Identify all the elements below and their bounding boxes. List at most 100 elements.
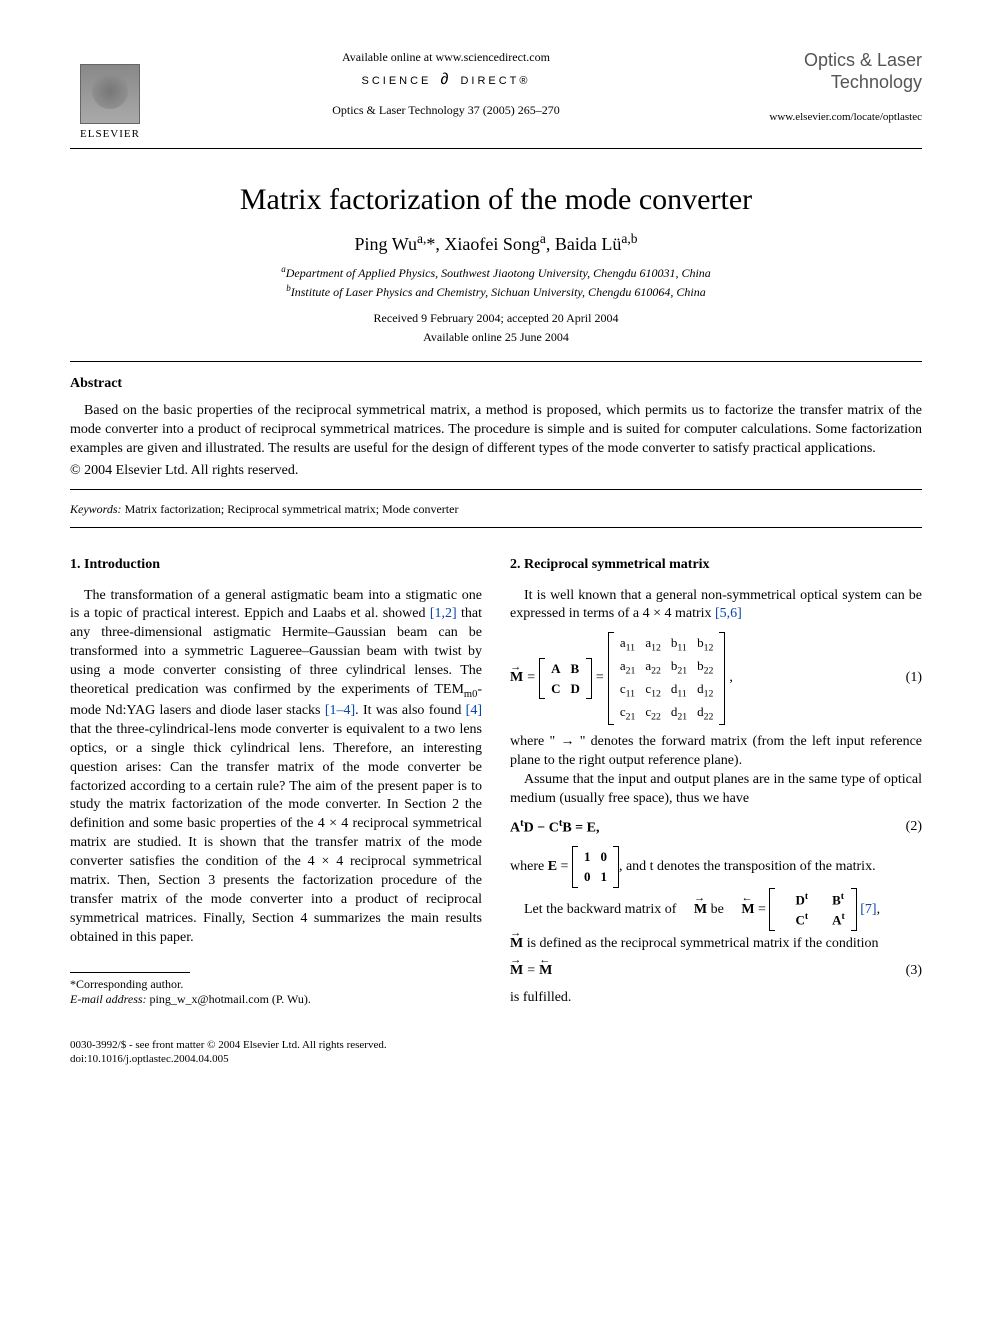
section-2-heading: 2. Reciprocal symmetrical matrix — [510, 556, 922, 575]
eq1-equals-2: = — [596, 669, 604, 688]
matrix-cell: b22 — [697, 657, 713, 678]
right-column: 2. Reciprocal symmetrical matrix It is w… — [510, 556, 922, 1008]
s2-p4a: where — [510, 859, 548, 874]
abstract-text: Based on the basic properties of the rec… — [70, 402, 922, 459]
body-columns: 1. Introduction The transformation of a … — [70, 556, 922, 1008]
publisher-name: ELSEVIER — [80, 128, 140, 140]
s2-p2: where " → " denotes the forward matrix (… — [510, 733, 922, 771]
eq3-M-forward: M — [510, 962, 523, 981]
email-label: E-mail address: — [70, 992, 147, 1006]
section-1-heading: 1. Introduction — [70, 556, 482, 575]
matrix-cell: C — [551, 680, 560, 698]
citation-text: Optics & Laser Technology 37 (2005) 265–… — [170, 103, 722, 118]
eq3-M-backward: M — [539, 962, 552, 981]
M-forward-2: M — [510, 935, 523, 954]
footnote-separator — [70, 972, 190, 973]
eq2b-E: E — [548, 859, 557, 874]
eq2-body: AtD − CtB = E, — [510, 817, 599, 839]
eq1-M-forward: M — [510, 669, 523, 688]
left-column: 1. Introduction The transformation of a … — [70, 556, 482, 1008]
equation-3: M = M (3) — [510, 962, 922, 981]
matrix-cell: Dt — [781, 890, 808, 909]
M-forward-1: M — [680, 901, 707, 920]
article-dates: Received 9 February 2004; accepted 20 Ap… — [70, 309, 922, 347]
sd-left: SCIENCE — [362, 75, 432, 87]
ref-link-7[interactable]: [7] — [860, 902, 876, 917]
intro-text-a: The transformation of a general astigmat… — [70, 588, 482, 622]
intro-text-d: . It was also found — [355, 703, 466, 718]
matrix-cell: a11 — [620, 634, 636, 655]
intro-text-e: that the three-cylindrical-lens mode con… — [70, 722, 482, 945]
eq3-equals: = — [527, 962, 535, 981]
footer-line-1: 0030-3992/$ - see front matter © 2004 El… — [70, 1038, 922, 1052]
received-date: Received 9 February 2004; accepted 20 Ap… — [70, 309, 922, 328]
ref-link-1-2[interactable]: [1,2] — [430, 606, 457, 621]
keywords-label: Keywords: — [70, 502, 122, 516]
eq1-4x4-matrix: a11a12b11b12a21a22b21b22c11c12d11d12c21c… — [608, 632, 726, 725]
s2-p6a: is defined as the reciprocal symmetrical… — [523, 936, 878, 951]
s2-p4: where E = 1001 , and t denotes the trans… — [510, 846, 922, 887]
page-footer: 0030-3992/$ - see front matter © 2004 El… — [70, 1038, 922, 1067]
matrix-cell: a21 — [620, 657, 636, 678]
matrix-cell: d12 — [697, 680, 713, 701]
matrix-cell: a12 — [645, 634, 661, 655]
eq3-number: (3) — [898, 962, 922, 981]
sd-emblem-icon: ∂ — [440, 71, 451, 89]
s2-p1: It is well known that a general non-symm… — [510, 587, 922, 625]
ref-link-1-4[interactable]: [1–4] — [325, 703, 355, 718]
intro-paragraph: The transformation of a general astigmat… — [70, 587, 482, 948]
article-title: Matrix factorization of the mode convert… — [70, 183, 922, 217]
matrix-cell: c22 — [645, 703, 661, 724]
eq1-number: (1) — [898, 669, 922, 688]
journal-box: Optics & Laser Technology www.elsevier.c… — [742, 50, 922, 123]
matrix-cell: Bt — [818, 890, 845, 909]
eq2-number: (2) — [898, 818, 922, 837]
s2-p4b: , and t denotes the transposition of the… — [619, 859, 876, 874]
publisher-logo: ELSEVIER — [70, 50, 150, 140]
s2-p3: Assume that the input and output planes … — [510, 771, 922, 809]
matrix-cell: Ct — [781, 910, 808, 929]
matrix-cell: c12 — [645, 680, 661, 701]
available-date: Available online 25 June 2004 — [70, 328, 922, 347]
matrix-cell: A — [551, 660, 560, 678]
backward-matrix: Dt Bt Ct At — [769, 888, 856, 932]
eq3-body: M = M — [510, 962, 552, 981]
eq2-text: AtD − CtB = E, — [510, 817, 599, 839]
s2-p7: is fulfilled. — [510, 989, 922, 1008]
abstract-section: Abstract Based on the basic properties o… — [70, 361, 922, 490]
journal-title: Optics & Laser Technology — [742, 50, 922, 93]
matrix-cell: b12 — [697, 634, 713, 655]
authors: Ping Wua,*, Xiaofei Songa, Baida Lüa,b — [70, 231, 922, 255]
matrix-cell: c21 — [620, 703, 636, 724]
science-direct-logo: SCIENCE ∂ DIRECT® — [170, 71, 722, 89]
matrix-cell: b21 — [671, 657, 687, 678]
header-rule — [70, 148, 922, 149]
matrix-cell: At — [818, 910, 845, 929]
corresponding-author-note: *Corresponding author. — [70, 977, 482, 993]
available-online-text: Available online at www.sciencedirect.co… — [170, 50, 722, 65]
matrix-cell: 1 — [584, 848, 591, 866]
s2-p5a: Let the backward matrix of — [524, 902, 680, 917]
ref-link-5-6[interactable]: [5,6] — [715, 606, 742, 621]
keywords-row: Keywords: Matrix factorization; Reciproc… — [70, 496, 922, 528]
matrix-cell: d11 — [671, 680, 687, 701]
eq1-body: M = ABCD = a11a12b11b12a21a22b21b22c11c1… — [510, 632, 733, 725]
eq1-equals-1: = — [527, 669, 535, 688]
matrix-cell: c11 — [620, 680, 636, 701]
footnotes: *Corresponding author. E-mail address: p… — [70, 977, 482, 1008]
affiliation-a: Department of Applied Physics, Southwest… — [286, 266, 711, 280]
page-header: ELSEVIER Available online at www.science… — [70, 50, 922, 140]
footer-doi: doi:10.1016/j.optlastec.2004.04.005 — [70, 1052, 922, 1066]
journal-url: www.elsevier.com/locate/optlastec — [742, 111, 922, 123]
matrix-cell: B — [571, 660, 580, 678]
sd-right: DIRECT® — [460, 75, 530, 87]
s2-p5b: be — [707, 902, 727, 917]
matrix-cell: D — [571, 680, 580, 698]
matrix-cell: 0 — [600, 848, 607, 866]
abstract-copyright: © 2004 Elsevier Ltd. All rights reserved… — [70, 463, 922, 479]
matrix-cell: 0 — [584, 868, 591, 886]
matrix-cell: d21 — [671, 703, 687, 724]
matrix-cell: 1 — [600, 868, 607, 886]
s2-p6: M is defined as the reciprocal symmetric… — [510, 935, 922, 954]
ref-link-4[interactable]: [4] — [466, 703, 482, 718]
